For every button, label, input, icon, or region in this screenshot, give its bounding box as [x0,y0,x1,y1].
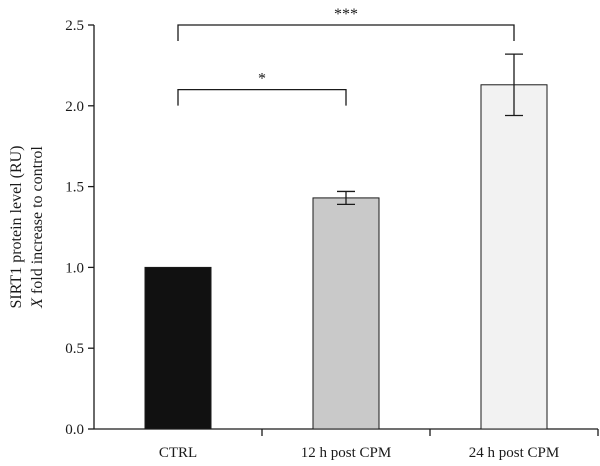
y-tick-label: 2.0 [65,99,84,115]
x-category-label: CTRL [159,445,197,461]
y-tick-label: 0.5 [65,341,84,357]
y-axis-title-rest: fold increase to control [29,146,46,299]
x-category-label: 24 h post CPM [469,445,559,461]
bar [480,84,548,430]
y-tick-label: 1.5 [65,180,84,196]
y-axis-title-line2: X fold increase to control [29,146,46,309]
y-tick-label: 2.5 [65,18,84,34]
x-category-label: 12 h post CPM [301,445,391,461]
y-axis-title: SIRT1 protein level (RU) X fold increase… [8,145,46,308]
significance-label: *** [334,6,358,23]
bar [144,266,212,430]
plot-area: 0.0 0.5 1.0 1.5 2.0 2.5 CTRL 12 h post CPM 24 h … [65,6,599,461]
significance-label: * [258,71,266,88]
significance-bracket [177,88,347,106]
y-tick-label: 1.0 [65,260,84,276]
y-tick-label: 0.0 [65,422,84,438]
significance-bracket [177,24,515,41]
bar [312,197,380,430]
y-axis-title-line1: SIRT1 protein level (RU) [8,145,25,308]
y-axis-title-variable: X [29,297,46,309]
